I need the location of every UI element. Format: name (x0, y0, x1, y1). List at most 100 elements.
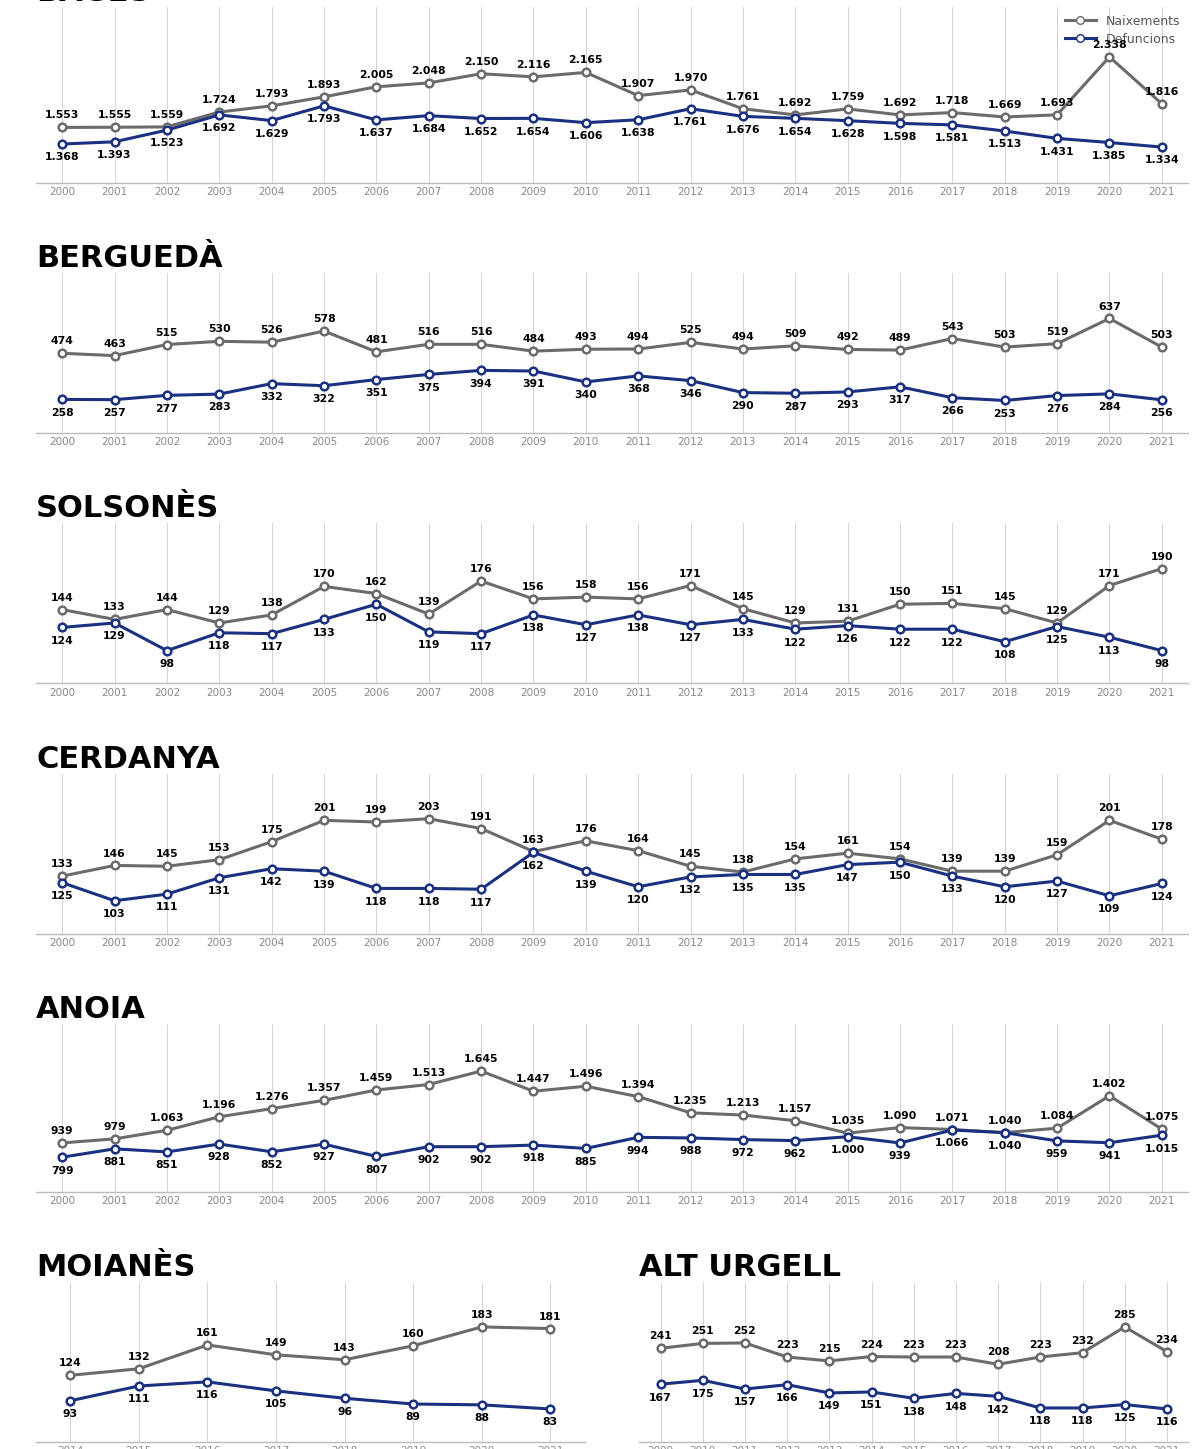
Text: 120: 120 (626, 895, 649, 906)
Text: 150: 150 (889, 871, 911, 881)
Text: 151: 151 (941, 587, 964, 597)
Text: 176: 176 (469, 564, 492, 574)
Legend: Naixements, Defuncions: Naixements, Defuncions (1060, 10, 1186, 51)
Text: 902: 902 (469, 1155, 492, 1165)
Text: 132: 132 (127, 1352, 150, 1362)
Text: 223: 223 (944, 1340, 967, 1350)
Text: 979: 979 (103, 1122, 126, 1132)
Text: 145: 145 (156, 849, 179, 859)
Text: 108: 108 (994, 651, 1016, 661)
Text: 138: 138 (626, 623, 649, 633)
Text: 191: 191 (470, 811, 492, 822)
Text: 2.165: 2.165 (569, 55, 604, 65)
Text: 1.692: 1.692 (778, 99, 812, 109)
Text: 1.276: 1.276 (254, 1091, 289, 1101)
Text: 150: 150 (365, 613, 388, 623)
Text: 117: 117 (260, 642, 283, 652)
Text: 885: 885 (575, 1156, 598, 1166)
Text: 1.196: 1.196 (202, 1100, 236, 1110)
Text: 346: 346 (679, 388, 702, 398)
Text: 1.654: 1.654 (516, 126, 551, 136)
Text: 118: 118 (1030, 1416, 1051, 1426)
Text: 147: 147 (836, 872, 859, 882)
Text: 266: 266 (941, 406, 964, 416)
Text: 2.116: 2.116 (516, 59, 551, 70)
Text: 139: 139 (313, 880, 335, 890)
Text: 988: 988 (679, 1146, 702, 1156)
Text: 129: 129 (103, 632, 126, 642)
Text: 1.394: 1.394 (620, 1080, 655, 1090)
Text: 1.629: 1.629 (254, 129, 289, 139)
Text: 1.692: 1.692 (202, 123, 236, 133)
Text: 145: 145 (994, 591, 1016, 601)
Text: 138: 138 (522, 623, 545, 633)
Text: 138: 138 (732, 855, 755, 865)
Text: 124: 124 (1151, 891, 1174, 901)
Text: 1.693: 1.693 (1040, 99, 1074, 107)
Text: 252: 252 (733, 1326, 756, 1336)
Text: 799: 799 (50, 1165, 73, 1175)
Text: 116: 116 (1156, 1417, 1178, 1427)
Text: 494: 494 (626, 332, 649, 342)
Text: 1.652: 1.652 (464, 128, 498, 136)
Text: 143: 143 (334, 1343, 356, 1353)
Text: 142: 142 (986, 1404, 1009, 1414)
Text: 1.638: 1.638 (620, 128, 655, 138)
Text: 201: 201 (313, 803, 335, 813)
Text: 1.090: 1.090 (883, 1110, 917, 1120)
Text: 131: 131 (208, 887, 230, 895)
Text: 1.628: 1.628 (830, 129, 865, 139)
Text: 1.496: 1.496 (569, 1069, 604, 1080)
Text: 1.071: 1.071 (935, 1113, 970, 1123)
Text: 1.893: 1.893 (307, 80, 341, 90)
Text: 1.816: 1.816 (1145, 87, 1180, 97)
Text: 201: 201 (1098, 803, 1121, 813)
Text: 151: 151 (860, 1400, 883, 1410)
Text: 125: 125 (1114, 1413, 1136, 1423)
Text: 167: 167 (649, 1392, 672, 1403)
Text: ALT URGELL: ALT URGELL (640, 1253, 841, 1282)
Text: 138: 138 (902, 1407, 925, 1417)
Text: 1.063: 1.063 (150, 1113, 184, 1123)
Text: 129: 129 (784, 606, 806, 616)
Text: 122: 122 (941, 638, 964, 648)
Text: 139: 139 (941, 855, 964, 864)
Text: 153: 153 (208, 843, 230, 853)
Text: 1.431: 1.431 (1040, 146, 1074, 156)
Text: 503: 503 (1151, 330, 1174, 341)
Text: 939: 939 (50, 1126, 73, 1136)
Text: 293: 293 (836, 400, 859, 410)
Text: 322: 322 (312, 394, 336, 404)
Text: 159: 159 (1046, 838, 1068, 848)
Text: 148: 148 (944, 1401, 967, 1411)
Text: 98: 98 (1154, 659, 1169, 669)
Text: 493: 493 (575, 332, 598, 342)
Text: 251: 251 (691, 1326, 714, 1336)
Text: 154: 154 (889, 842, 911, 852)
Text: 139: 139 (575, 880, 598, 890)
Text: 509: 509 (784, 329, 806, 339)
Text: 928: 928 (208, 1152, 230, 1162)
Text: 154: 154 (784, 842, 806, 852)
Text: 156: 156 (626, 582, 649, 593)
Text: 1.761: 1.761 (726, 91, 760, 101)
Text: 111: 111 (156, 903, 178, 913)
Text: 135: 135 (784, 882, 806, 893)
Text: 146: 146 (103, 849, 126, 858)
Text: 135: 135 (732, 882, 755, 893)
Text: 131: 131 (836, 604, 859, 614)
Text: 223: 223 (775, 1340, 798, 1350)
Text: ANOIA: ANOIA (36, 994, 146, 1023)
Text: 519: 519 (1046, 326, 1068, 336)
Text: 1.000: 1.000 (830, 1145, 865, 1155)
Text: 1.523: 1.523 (150, 139, 184, 148)
Text: 161: 161 (836, 836, 859, 846)
Text: 290: 290 (732, 401, 755, 412)
Text: 1.084: 1.084 (1040, 1111, 1074, 1122)
Text: 1.393: 1.393 (97, 151, 132, 161)
Text: 234: 234 (1156, 1335, 1178, 1345)
Text: 125: 125 (1045, 635, 1068, 645)
Text: 1.692: 1.692 (883, 99, 917, 109)
Text: 1.718: 1.718 (935, 96, 970, 106)
Text: 881: 881 (103, 1158, 126, 1168)
